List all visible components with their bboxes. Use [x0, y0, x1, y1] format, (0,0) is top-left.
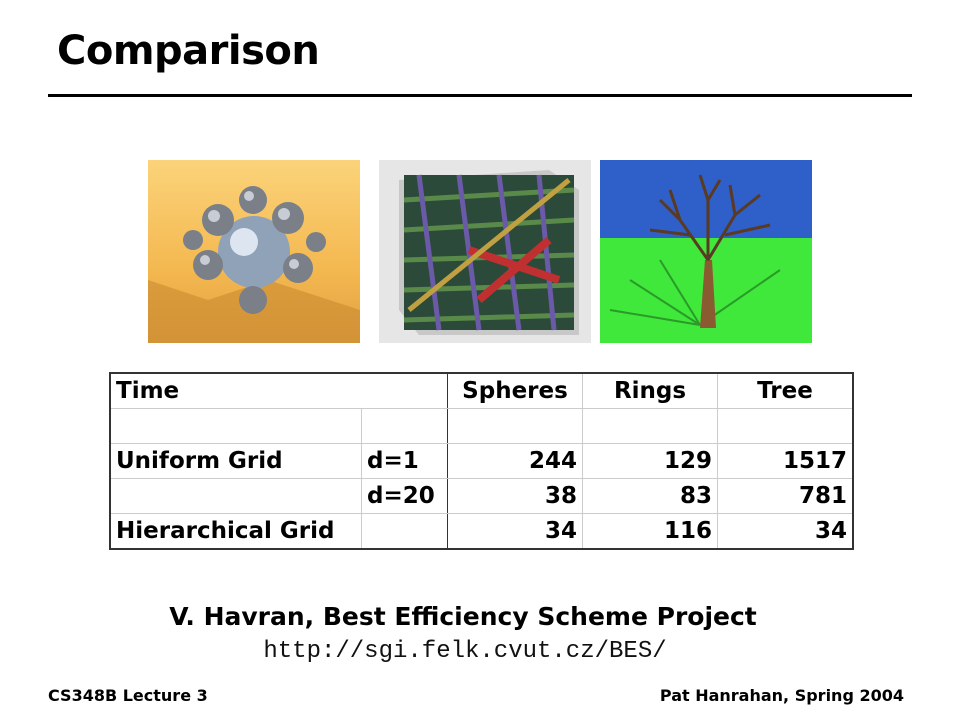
rings-value: 129 — [582, 443, 718, 479]
tree-image — [600, 160, 812, 343]
param-cell — [361, 513, 448, 550]
spheres-image — [148, 160, 360, 343]
param-cell: d=1 — [361, 443, 448, 479]
project-url[interactable]: http://sgi.felk.cvut.cz/BES/ — [263, 638, 667, 665]
param-cell: d=20 — [361, 478, 448, 514]
cell — [717, 408, 854, 444]
title-divider — [48, 94, 912, 97]
cell — [361, 408, 448, 444]
cell — [582, 408, 718, 444]
table-row: d=20 38 83 781 — [109, 478, 854, 514]
table-row: Uniform Grid d=1 244 129 1517 — [109, 443, 854, 479]
timing-table: Time Spheres Rings Tree Uniform Grid d=1… — [109, 372, 854, 550]
table-header-row: Time Spheres Rings Tree — [109, 372, 854, 409]
row-label: Uniform Grid — [109, 443, 362, 479]
credit-text: V. Havran, Best Efficiency Scheme Projec… — [169, 602, 757, 631]
footer-author: Pat Hanrahan, Spring 2004 — [659, 686, 904, 705]
header-spheres: Spheres — [447, 372, 583, 409]
cell — [109, 408, 362, 444]
tree-value: 781 — [717, 478, 854, 514]
footer-course: CS348B Lecture 3 — [48, 686, 208, 705]
header-time: Time — [109, 372, 448, 409]
rings-image — [379, 160, 591, 343]
spheres-value: 38 — [447, 478, 583, 514]
tree-value: 34 — [717, 513, 854, 550]
slide-title: Comparison — [57, 28, 320, 74]
rings-value: 116 — [582, 513, 718, 550]
row-label — [109, 478, 362, 514]
table-row: Hierarchical Grid 34 116 34 — [109, 513, 854, 550]
spheres-value: 244 — [447, 443, 583, 479]
row-label: Hierarchical Grid — [109, 513, 362, 550]
rings-value: 83 — [582, 478, 718, 514]
header-rings: Rings — [582, 372, 718, 409]
table-row — [109, 408, 854, 444]
cell — [447, 408, 583, 444]
spheres-value: 34 — [447, 513, 583, 550]
header-tree: Tree — [717, 372, 854, 409]
tree-value: 1517 — [717, 443, 854, 479]
